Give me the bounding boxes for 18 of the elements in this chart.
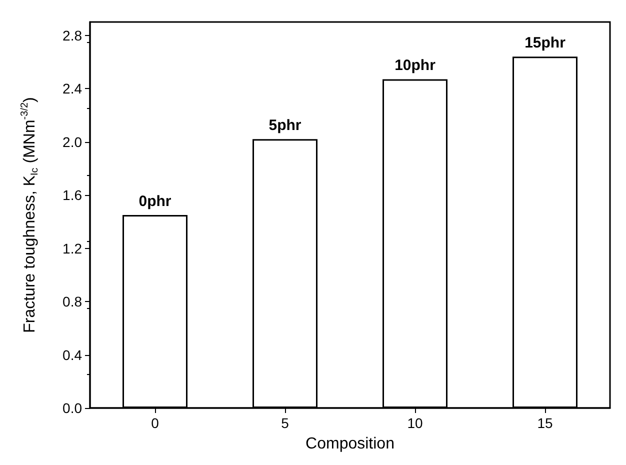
y-tick-label: 0.4 bbox=[62, 346, 82, 363]
x-tick-label: 0 bbox=[151, 415, 160, 431]
annotation: 15phr bbox=[524, 34, 566, 52]
y-tick-label: 2.4 bbox=[62, 80, 82, 97]
y-tick-label: 2.0 bbox=[62, 134, 82, 150]
y-tick-label: 1.2 bbox=[62, 240, 82, 256]
y-tick-label: 0.8 bbox=[62, 294, 82, 310]
annotation: 0phr bbox=[138, 193, 172, 210]
x-axis-title: Composition bbox=[306, 436, 394, 452]
y-axis-title: Fracture toughness, KIc (MNm-3/2) bbox=[20, 97, 40, 333]
annotation: 10phr bbox=[394, 57, 436, 74]
x-tick-label: 15 bbox=[537, 415, 553, 431]
y-tick-label: 2.8 bbox=[62, 27, 82, 44]
x-tick-label: 5 bbox=[281, 415, 290, 431]
y-tick-label: 1.6 bbox=[62, 187, 82, 204]
annotation: 5phr bbox=[268, 117, 302, 134]
y-tick-label: 0.0 bbox=[62, 400, 82, 416]
x-tick-label: 10 bbox=[407, 415, 423, 431]
